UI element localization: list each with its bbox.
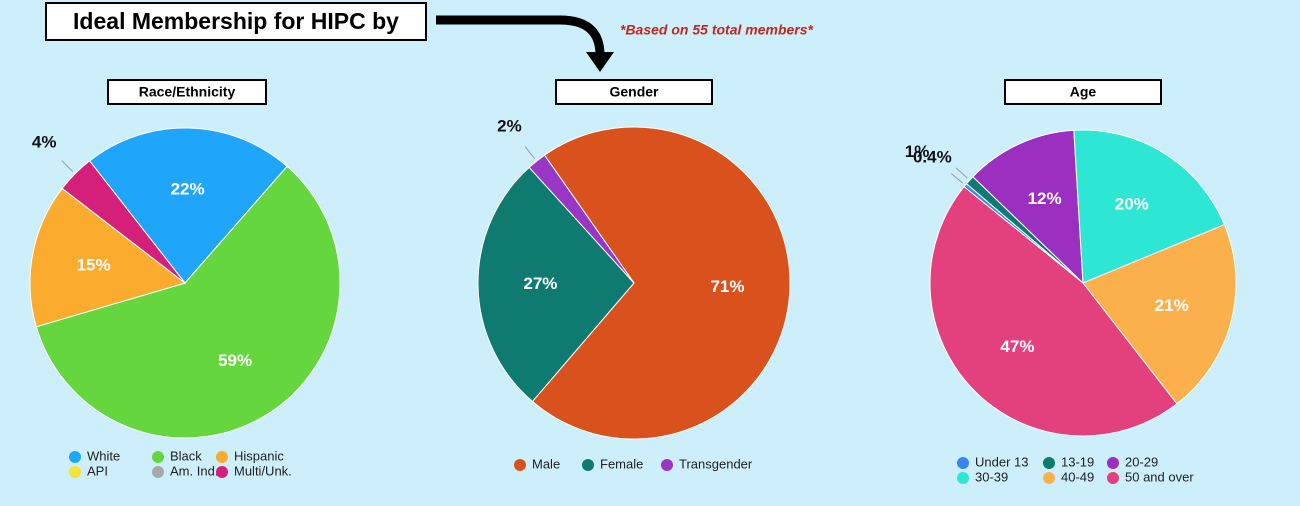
legend-marker [69,466,81,478]
legend-label: Female [600,456,643,471]
legend-marker [957,472,969,484]
legend-marker [514,459,526,471]
legend-label: Am. Ind. [170,463,218,478]
leader-line [950,173,964,184]
legend-marker [1043,457,1055,469]
legend-marker [152,466,164,478]
chart-title: Gender [609,84,659,100]
pie-slice [35,165,341,439]
note: *Based on 55 total members* [620,22,814,38]
legend-label: 30-39 [975,469,1008,484]
data-label: 1% [905,142,930,161]
legend-label: 20-29 [1125,454,1158,469]
data-label: 0.4% [913,147,952,166]
pie-slice [1082,223,1237,405]
data-label: 47% [1000,337,1034,356]
legend-label: Transgender [679,456,753,471]
legend-label: 13-19 [1061,454,1094,469]
legend-label: 40-49 [1061,469,1094,484]
pie-slice [531,126,791,440]
legend-marker [1043,472,1055,484]
pie-slice [29,187,187,328]
chart-title-box [107,79,267,105]
leader-line [61,160,74,172]
pie-slice [929,186,1178,437]
leader-line [955,167,968,179]
chart-title-box [555,79,713,105]
data-label: 71% [710,277,744,296]
chart-title: Age [1070,84,1097,100]
legend-marker [69,451,81,463]
pie-slice [972,129,1084,285]
legend-label: API [87,463,108,478]
pie-slice [1073,129,1226,284]
title-box [45,2,427,41]
legend-marker [582,459,594,471]
legend-marker [661,459,673,471]
data-label: 15% [77,255,111,274]
legend-label: White [87,448,120,463]
data-label: 27% [523,274,557,293]
chart-title-box [1004,79,1162,105]
data-label: 4% [32,133,57,152]
data-label: 12% [1028,189,1062,208]
legend-label: Under 13 [975,454,1028,469]
legend-marker [216,451,228,463]
chart-title: Race/Ethnicity [139,84,236,100]
legend-label: Hispanic [234,448,284,463]
pie-slice [528,154,635,284]
data-label: 22% [171,180,205,199]
legend-marker [957,457,969,469]
data-label: 20% [1115,195,1149,214]
page-title: Ideal Membership for HIPC by [73,8,399,34]
legend-label: Male [532,456,560,471]
pie-slice [88,127,288,284]
pie-slice [477,166,635,403]
legend-label: 50 and over [1125,469,1194,484]
legend-marker [216,466,228,478]
arrow-head [586,52,614,72]
leader-line [524,146,536,159]
arrow [436,15,605,56]
legend-marker [152,451,164,463]
legend-label: Black [170,448,202,463]
legend-marker [1107,472,1119,484]
legend-label: Multi/Unk. [234,463,292,478]
legend-marker [1107,457,1119,469]
data-label: 59% [218,351,252,370]
data-label: 2% [497,116,522,135]
data-label: 21% [1155,296,1189,315]
pie-slice [61,160,186,284]
